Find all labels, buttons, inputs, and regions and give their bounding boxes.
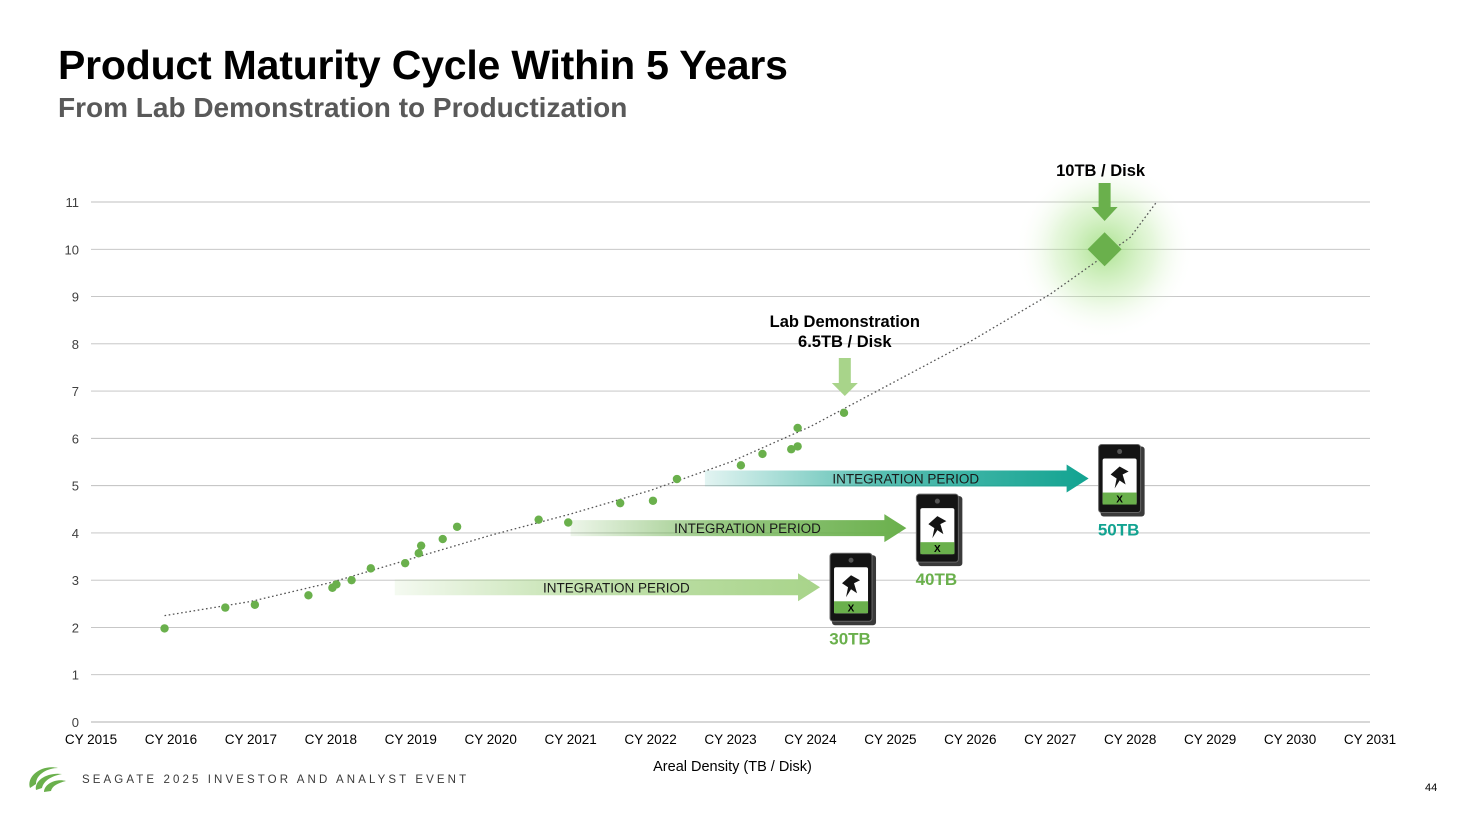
data-point bbox=[414, 549, 423, 558]
data-point bbox=[793, 423, 802, 433]
drive-stripe bbox=[834, 601, 869, 614]
y-tick-label: 7 bbox=[72, 384, 79, 399]
highlight-diamond bbox=[1087, 232, 1122, 267]
y-tick-label: 3 bbox=[72, 573, 79, 588]
footer-event-text: SEAGATE 2025 INVESTOR AND ANALYST EVENT bbox=[82, 774, 470, 786]
annotation-text: 6.5TB / Disk bbox=[798, 333, 892, 351]
data-point bbox=[366, 564, 375, 573]
integration-period-label: INTEGRATION PERIOD bbox=[674, 521, 821, 536]
data-point bbox=[332, 580, 341, 589]
drive-letter: X bbox=[934, 544, 941, 555]
x-tick-label: CY 2016 bbox=[145, 732, 197, 747]
y-tick-label: 8 bbox=[72, 337, 79, 352]
y-tick-label: 4 bbox=[72, 526, 79, 541]
data-point bbox=[787, 445, 796, 454]
data-point bbox=[250, 600, 260, 609]
data-point bbox=[793, 442, 802, 451]
page-number: 44 bbox=[1425, 782, 1438, 794]
x-tick-label: CY 2018 bbox=[305, 732, 357, 747]
data-point bbox=[347, 575, 356, 585]
x-tick-label: CY 2017 bbox=[225, 732, 277, 747]
annotation-text: Lab Demonstration bbox=[770, 313, 920, 331]
down-arrow-icon bbox=[1091, 183, 1118, 221]
integration-period-label: INTEGRATION PERIOD bbox=[543, 580, 690, 595]
x-tick-label: CY 2021 bbox=[544, 732, 596, 747]
data-point bbox=[221, 603, 230, 612]
page-title: Product Maturity Cycle Within 5 Years bbox=[58, 42, 788, 88]
data-point bbox=[758, 449, 767, 459]
data-point bbox=[736, 461, 746, 470]
y-tick-label: 6 bbox=[72, 431, 79, 446]
integration-arrow bbox=[570, 514, 907, 543]
drive-screw bbox=[1117, 449, 1123, 455]
x-tick-label: CY 2022 bbox=[624, 732, 676, 747]
seagate-logo-icon bbox=[29, 767, 66, 792]
integration-arrow bbox=[394, 573, 821, 602]
capacity-label: 30TB bbox=[829, 629, 871, 648]
x-tick-label: CY 2020 bbox=[465, 732, 517, 747]
page-subtitle: From Lab Demonstration to Productization bbox=[58, 92, 628, 123]
data-point bbox=[534, 515, 543, 524]
data-point bbox=[438, 534, 447, 544]
data-point bbox=[839, 408, 849, 418]
drive-screw bbox=[848, 557, 854, 563]
x-tick-label: CY 2030 bbox=[1264, 732, 1316, 747]
integration-period-label: INTEGRATION PERIOD bbox=[832, 472, 979, 487]
y-tick-label: 5 bbox=[72, 479, 79, 494]
x-tick-label: CY 2015 bbox=[65, 732, 117, 747]
y-tick-label: 10 bbox=[65, 242, 79, 257]
data-point bbox=[160, 624, 169, 633]
x-tick-label: CY 2031 bbox=[1344, 732, 1396, 747]
trendline bbox=[164, 201, 1158, 617]
highlight-label: 10TB / Disk bbox=[1056, 162, 1146, 180]
y-tick-label: 9 bbox=[72, 290, 79, 305]
capacity-label: 50TB bbox=[1098, 521, 1140, 540]
x-tick-label: CY 2029 bbox=[1184, 732, 1236, 747]
x-tick-label: CY 2025 bbox=[864, 732, 916, 747]
y-tick-label: 0 bbox=[72, 715, 79, 730]
drive-letter: X bbox=[1116, 495, 1123, 506]
x-tick-label: CY 2023 bbox=[704, 732, 756, 747]
drive-emblem bbox=[1110, 466, 1129, 489]
drive-emblem bbox=[928, 516, 947, 539]
drive-stripe bbox=[1102, 492, 1137, 505]
data-point bbox=[452, 522, 462, 531]
down-arrow-icon bbox=[831, 358, 858, 396]
x-axis-label: Areal Density (TB / Disk) bbox=[653, 759, 812, 775]
drive-emblem bbox=[842, 575, 861, 598]
data-point bbox=[648, 496, 658, 505]
hard-drive-icon: X bbox=[829, 552, 877, 626]
data-point bbox=[672, 474, 682, 484]
hard-drive-icon: X bbox=[1098, 444, 1145, 517]
capacity-label: 40TB bbox=[916, 570, 958, 589]
drive-letter: X bbox=[848, 603, 855, 614]
hard-drive-icon: X bbox=[915, 493, 963, 567]
data-point bbox=[416, 541, 426, 550]
x-tick-label: CY 2024 bbox=[784, 732, 837, 747]
data-point bbox=[615, 498, 625, 508]
integration-arrow bbox=[704, 464, 1089, 493]
x-tick-label: CY 2028 bbox=[1104, 732, 1156, 747]
x-tick-label: CY 2019 bbox=[385, 732, 437, 747]
y-tick-label: 2 bbox=[72, 620, 79, 635]
data-point bbox=[564, 518, 573, 527]
data-point bbox=[304, 591, 313, 600]
y-tick-label: 11 bbox=[66, 195, 80, 210]
drive-stripe bbox=[920, 542, 955, 555]
y-tick-label: 1 bbox=[72, 668, 79, 683]
drive-screw bbox=[934, 498, 940, 504]
data-point bbox=[400, 558, 410, 568]
x-tick-label: CY 2026 bbox=[944, 732, 996, 747]
x-tick-label: CY 2027 bbox=[1024, 732, 1076, 747]
